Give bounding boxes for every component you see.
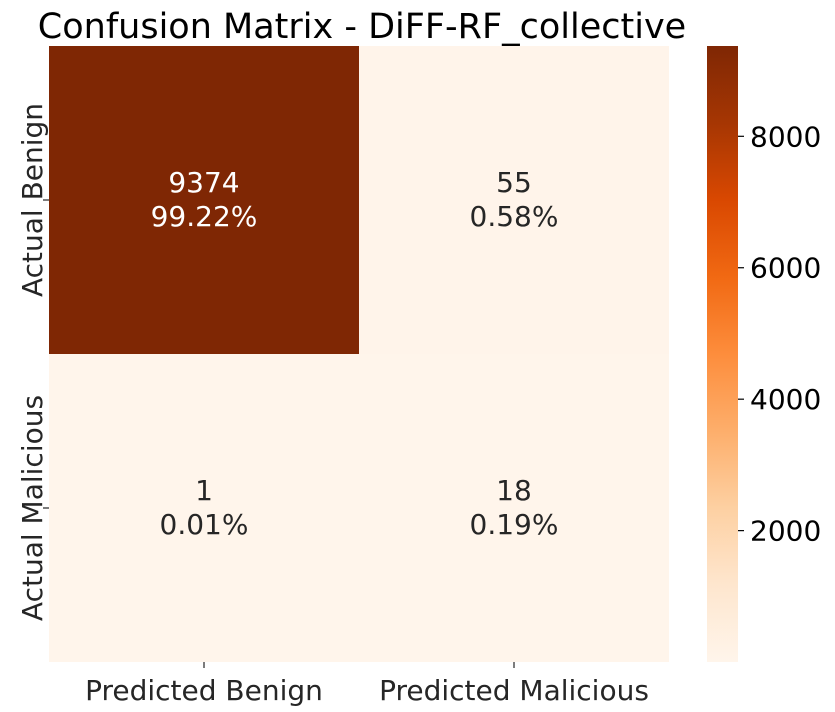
x-tick-label: Predicted Benign [85,674,323,707]
y-axis: Actual Benign Actual Malicious [16,103,49,621]
y-tick-label: Actual Benign [16,103,49,297]
cell-count-label: 55 [496,166,532,199]
chart-title: Confusion Matrix - DiFF-RF_collective [38,7,686,47]
colorbar-tick-label: 2000 [750,515,821,548]
colorbar [707,46,738,662]
x-tick-label: Predicted Malicious [379,674,649,707]
cell-percent-label: 0.58% [470,200,559,233]
y-tick-label: Actual Malicious [16,395,49,621]
colorbar-ticks: 2000 4000 6000 8000 [738,120,821,547]
colorbar-tick-label: 6000 [750,252,821,285]
colorbar-tick-label: 8000 [750,120,821,153]
cell-count-label: 18 [496,474,532,507]
cell-percent-label: 0.19% [470,508,559,541]
cell-count-label: 9374 [168,166,239,199]
cell-count-label: 1 [195,474,213,507]
cell-percent-label: 99.22% [151,200,258,233]
colorbar-tick-label: 4000 [750,383,821,416]
cell-percent-label: 0.01% [160,508,249,541]
x-axis: Predicted Benign Predicted Malicious [85,662,649,707]
